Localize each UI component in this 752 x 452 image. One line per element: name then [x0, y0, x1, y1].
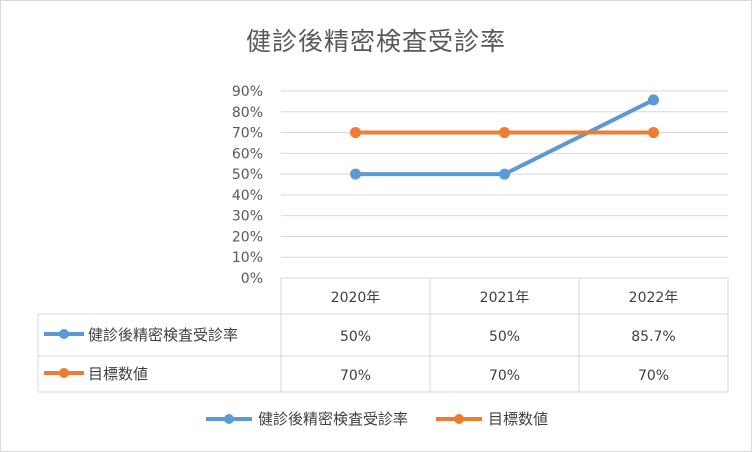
data-point [499, 127, 510, 139]
y-tick-label: 0% [241, 271, 263, 287]
y-tick-label: 70% [232, 126, 263, 142]
gridlines [281, 90, 728, 279]
legend-item-series-0: 健診後精密検査受診率 [204, 408, 408, 429]
data-point [648, 94, 659, 106]
y-tick-label: 50% [232, 167, 263, 183]
table-legend-key-marker [59, 329, 69, 339]
table-cell-value: 70% [489, 368, 520, 384]
data-point [499, 168, 510, 180]
series-lines [350, 94, 659, 180]
table-cell-value: 50% [489, 329, 520, 345]
category-label: 2021年 [480, 290, 530, 306]
y-tick-label: 30% [232, 209, 263, 225]
table-series-label: 目標数値 [88, 365, 148, 383]
y-tick-label: 40% [232, 188, 263, 204]
table-cell-value: 85.7% [631, 329, 675, 345]
y-tick-label: 90% [232, 84, 263, 100]
chart-title: 健診後精密検査受診率 [245, 27, 506, 56]
y-axis-ticks: 0% 10% 20% 30% 40% 50% 60% 70% 80% 90% [232, 84, 263, 287]
legend-marker-icon [205, 413, 252, 424]
y-tick-label: 20% [232, 229, 263, 245]
table-cell-value: 70% [638, 368, 669, 384]
legend-marker-icon [436, 413, 482, 424]
category-label: 2020年 [331, 290, 381, 306]
table-cell-value: 50% [340, 329, 371, 345]
legend: 健診後精密検査受診率 目標数値 [0, 408, 752, 429]
legend-item-series-1: 目標数値 [434, 408, 548, 429]
legend-label: 目標数値 [488, 410, 549, 428]
y-tick-label: 60% [232, 146, 263, 162]
data-point [350, 127, 361, 139]
table-series-label: 健診後精密検査受診率 [88, 326, 238, 344]
data-point [350, 168, 361, 180]
data-point [648, 127, 659, 139]
category-label: 2022年 [629, 290, 679, 306]
table-legend-key-marker [59, 368, 69, 378]
y-tick-label: 80% [232, 105, 263, 121]
legend-label: 健診後精密検査受診率 [257, 410, 408, 428]
table-cell-value: 70% [340, 368, 371, 384]
y-tick-label: 10% [232, 250, 263, 266]
